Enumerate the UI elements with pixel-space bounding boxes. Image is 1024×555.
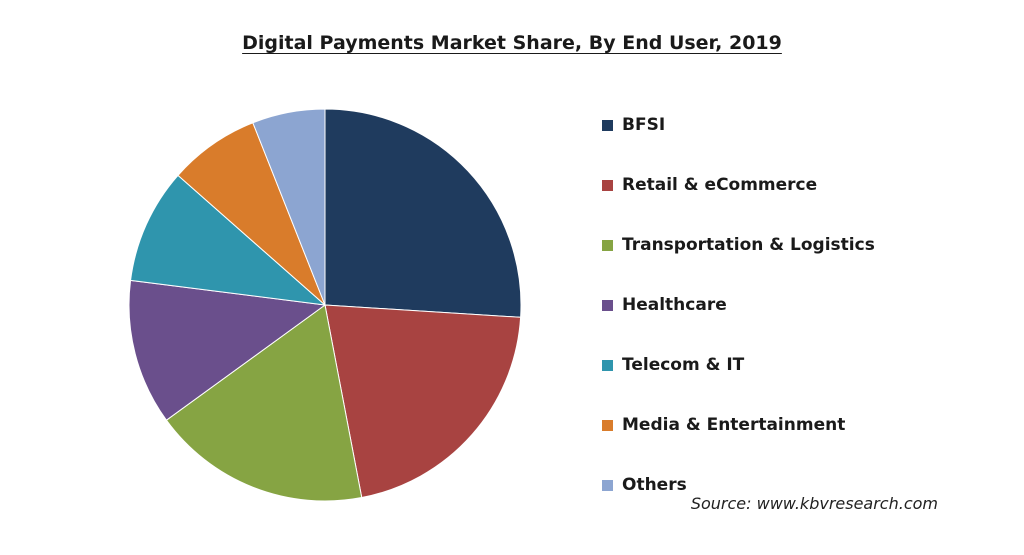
pie-slice-transportation-logistics (165, 304, 363, 502)
legend-swatch-telecom-it (602, 359, 613, 371)
chart-title: Digital Payments Market Share, By End Us… (242, 32, 782, 54)
legend-label-transportation-logistics: Transportation & Logistics (622, 235, 875, 255)
legend-swatch-retail-ecommerce (602, 179, 613, 191)
legend-item-transportation-logistics: Transportation & Logistics (602, 215, 1002, 275)
legend-swatch-others (602, 479, 613, 491)
legend: BFSI Retail & eCommerce Transportation &… (602, 95, 1002, 515)
legend-label-healthcare: Healthcare (622, 295, 727, 315)
legend-item-bfsi: BFSI (602, 95, 1002, 155)
pie-slice-healthcare (128, 279, 327, 421)
legend-swatch-media-entertainment (602, 419, 613, 431)
pie-slice-retail-ecommerce (324, 304, 522, 499)
legend-label-bfsi: BFSI (622, 115, 666, 135)
legend-label-telecom-it: Telecom & IT (622, 355, 745, 375)
pie-chart (128, 108, 522, 502)
pie-slice-others (252, 108, 326, 306)
legend-label-retail-ecommerce: Retail & eCommerce (622, 175, 818, 195)
pie-slice-telecom-it (129, 174, 327, 306)
pie-slice-bfsi (324, 108, 522, 318)
legend-label-others: Others (622, 475, 687, 495)
legend-item-retail-ecommerce: Retail & eCommerce (602, 155, 1002, 215)
source-note: Source: www.kbvresearch.com (690, 494, 938, 513)
legend-swatch-bfsi (602, 119, 613, 131)
legend-label-media-entertainment: Media & Entertainment (622, 415, 846, 435)
legend-swatch-healthcare (602, 299, 613, 311)
legend-item-healthcare: Healthcare (602, 275, 1002, 335)
legend-item-media-entertainment: Media & Entertainment (602, 395, 1002, 455)
legend-item-others: Others (602, 455, 1002, 515)
legend-swatch-transportation-logistics (602, 239, 613, 251)
legend-item-telecom-it: Telecom & IT (602, 335, 1002, 395)
